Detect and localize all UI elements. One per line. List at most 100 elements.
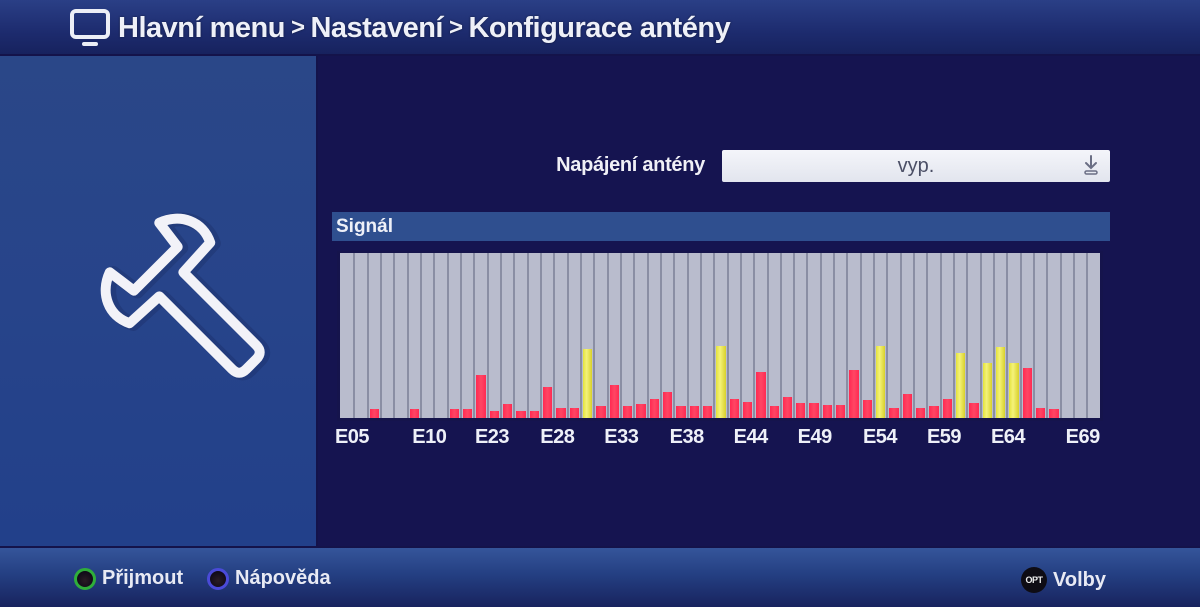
signal-bar-yellow bbox=[716, 346, 726, 418]
chart-column bbox=[513, 253, 526, 418]
signal-bar-red bbox=[889, 408, 899, 418]
x-tick-label: E64 bbox=[990, 426, 1026, 448]
accept-label: Přijmout bbox=[102, 567, 184, 589]
accept-button[interactable]: Přijmout bbox=[74, 567, 183, 590]
signal-bar-yellow bbox=[996, 347, 1006, 418]
signal-bar-red bbox=[676, 406, 686, 418]
x-tick-label: E54 bbox=[862, 426, 898, 448]
chart-column bbox=[779, 253, 793, 418]
chart-column bbox=[473, 253, 486, 418]
chart-column bbox=[340, 253, 353, 418]
chart-column bbox=[459, 253, 473, 418]
chart-column bbox=[979, 253, 993, 418]
chart-column bbox=[539, 253, 553, 418]
chart-column bbox=[846, 253, 859, 418]
signal-bar-red bbox=[622, 406, 633, 418]
help-button[interactable]: Nápověda bbox=[207, 567, 331, 590]
x-tick-label: E38 bbox=[669, 426, 705, 448]
chart-column bbox=[379, 253, 393, 418]
signal-bar-red bbox=[556, 408, 566, 418]
signal-bar-yellow bbox=[582, 349, 593, 418]
signal-bar-red bbox=[902, 394, 913, 418]
signal-bar-yellow bbox=[982, 363, 993, 418]
x-tick-label: E69 bbox=[1065, 426, 1101, 448]
x-tick-label: E05 bbox=[334, 426, 370, 448]
signal-bar-red bbox=[449, 409, 459, 418]
chart-column bbox=[566, 253, 580, 418]
signal-bar-red bbox=[782, 397, 793, 418]
signal-bar-red bbox=[609, 385, 619, 418]
chart-column bbox=[739, 253, 753, 418]
signal-bar-red bbox=[769, 406, 779, 418]
chart-column bbox=[406, 253, 420, 418]
chart-column bbox=[1086, 253, 1099, 418]
signal-bar-red bbox=[542, 387, 553, 418]
chart-column bbox=[699, 253, 713, 418]
signal-bar-red bbox=[1049, 409, 1059, 418]
signal-bar-yellow bbox=[956, 353, 966, 418]
x-tick-label: E10 bbox=[412, 426, 447, 448]
chart-column bbox=[486, 253, 500, 418]
signal-bar-red bbox=[849, 370, 859, 418]
chart-column bbox=[619, 253, 633, 418]
breadcrumb-main-menu[interactable]: Hlavní menu bbox=[118, 11, 285, 44]
signal-bar-red bbox=[529, 411, 539, 418]
chart-column bbox=[526, 253, 540, 418]
chart-column bbox=[1019, 253, 1033, 418]
chart-column bbox=[753, 253, 766, 418]
chart-column bbox=[419, 253, 433, 418]
help-label: Nápověda bbox=[235, 567, 331, 589]
signal-bar-red bbox=[729, 399, 739, 418]
chart-column bbox=[819, 253, 833, 418]
opt-button-icon: OPT bbox=[1021, 567, 1047, 593]
chart-column bbox=[1033, 253, 1046, 418]
chart-column bbox=[673, 253, 686, 418]
chart-column bbox=[606, 253, 620, 418]
signal-chart-x-axis: E05 E10 E23 E28 E33 E38 E44 E49 E54 E59 E64 E69 bbox=[0, 426, 1200, 452]
chart-column bbox=[859, 253, 873, 418]
signal-bar-red bbox=[809, 403, 819, 418]
download-arrow-icon bbox=[1084, 155, 1098, 175]
chart-column bbox=[579, 253, 593, 418]
header-bar: Hlavní menu > Nastavení > Konfigurace an… bbox=[0, 0, 1200, 54]
chart-column bbox=[913, 253, 926, 418]
chart-column bbox=[499, 253, 513, 418]
chart-column bbox=[966, 253, 979, 418]
chart-column bbox=[633, 253, 646, 418]
x-tick-label: E33 bbox=[604, 426, 639, 448]
signal-bar-red bbox=[942, 399, 953, 418]
chart-column bbox=[433, 253, 446, 418]
chart-column bbox=[873, 253, 886, 418]
signal-bar-yellow bbox=[876, 346, 886, 418]
signal-bar-red bbox=[502, 404, 513, 418]
chart-column bbox=[833, 253, 846, 418]
breadcrumb: Hlavní menu > Nastavení > Konfigurace an… bbox=[68, 8, 731, 48]
signal-bar-red bbox=[929, 406, 939, 418]
antenna-power-select[interactable]: vyp. bbox=[722, 150, 1110, 182]
signal-bar-red bbox=[702, 406, 713, 418]
signal-bar-red bbox=[649, 399, 659, 418]
options-button[interactable]: OPT Volby bbox=[1021, 567, 1106, 593]
signal-bar-red bbox=[969, 403, 979, 418]
signal-bar-red bbox=[796, 403, 806, 418]
chart-column bbox=[1046, 253, 1059, 418]
green-button-icon bbox=[74, 567, 96, 590]
breadcrumb-separator: > bbox=[290, 14, 305, 41]
signal-bar-red bbox=[369, 409, 379, 418]
chart-column bbox=[353, 253, 366, 418]
antenna-power-label: Napájení antény bbox=[556, 154, 705, 176]
signal-bar-red bbox=[742, 402, 753, 418]
x-tick-label: E23 bbox=[474, 426, 510, 448]
breadcrumb-antenna-config: Konfigurace antény bbox=[468, 11, 731, 44]
signal-chart bbox=[337, 251, 1103, 421]
chart-column bbox=[793, 253, 806, 418]
x-tick-label: E59 bbox=[926, 426, 962, 448]
signal-bar-red bbox=[822, 405, 833, 418]
signal-bar-red bbox=[862, 400, 873, 418]
chart-column bbox=[1059, 253, 1073, 418]
signal-bar-red bbox=[462, 409, 473, 418]
chart-column bbox=[993, 253, 1006, 418]
breadcrumb-settings[interactable]: Nastavení bbox=[310, 11, 443, 44]
signal-chart-plot bbox=[340, 253, 1100, 418]
chart-column bbox=[686, 253, 700, 418]
